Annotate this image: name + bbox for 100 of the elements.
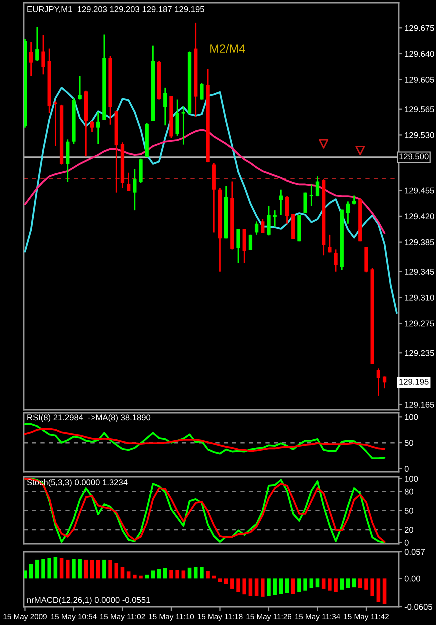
bar [304, 578, 308, 591]
bar [84, 560, 88, 579]
bar [72, 559, 76, 579]
y-tick-label: 129.310 [405, 294, 434, 301]
bar [236, 578, 240, 592]
candlestick [42, 34, 46, 76]
bar [224, 578, 228, 584]
candlestick [261, 218, 265, 234]
bar [120, 567, 125, 579]
bar [176, 570, 180, 579]
candlestick [242, 228, 246, 264]
candlestick [139, 158, 143, 184]
y-tick-label: 129.640 [405, 51, 434, 58]
candlestick [66, 138, 70, 184]
bar [285, 578, 290, 594]
candlestick [176, 99, 180, 137]
bar [194, 567, 198, 579]
bar [182, 570, 186, 579]
bar [66, 560, 70, 579]
bar [376, 578, 381, 602]
bar [145, 574, 149, 579]
chart-title: EURJPY,M1 129.203 129.203 129.187 129.195 [28, 6, 204, 14]
y-tick-label: 129.275 [405, 320, 434, 327]
bar [36, 560, 40, 579]
y-tick-label: 20 [404, 527, 414, 534]
bar [151, 570, 156, 579]
bar [316, 578, 320, 588]
bar [322, 578, 326, 589]
candlestick [182, 106, 186, 146]
line-series [24, 129, 386, 234]
y-tick-label: 0 [404, 466, 409, 472]
line-series [24, 87, 398, 314]
bar [382, 578, 387, 604]
candlestick [310, 184, 314, 207]
bar [328, 578, 332, 591]
bar [242, 578, 246, 595]
bar [188, 568, 192, 579]
bar [200, 567, 204, 579]
candlestick [90, 120, 94, 133]
candlestick [164, 87, 168, 126]
bar [206, 571, 210, 579]
bar [60, 558, 64, 579]
bar [358, 578, 362, 589]
bar [54, 557, 58, 579]
bar [126, 572, 131, 579]
candlestick [78, 75, 82, 100]
y-tick-label: 129.455 [405, 188, 434, 194]
candlestick [316, 176, 320, 198]
bar [24, 570, 28, 579]
candlestick [328, 234, 332, 254]
y-tick-label: 129.565 [405, 106, 434, 112]
y-tick-label: 0.00 [404, 576, 420, 582]
bar [114, 563, 119, 579]
y-tick-label: 129.530 [405, 132, 434, 138]
bar [370, 578, 374, 596]
y-tick-label: 100 [405, 414, 418, 420]
bar [279, 578, 284, 594]
y-tick-label: 50 [404, 508, 414, 514]
y-tick-label: 129.165 [405, 402, 434, 408]
bar [267, 578, 271, 596]
bar [364, 578, 368, 590]
bar [48, 558, 52, 579]
y-tick-label: 100 [405, 476, 418, 482]
bar [254, 578, 259, 596]
bar [78, 559, 82, 579]
candlestick [133, 168, 137, 212]
candlestick [236, 228, 240, 264]
bar [29, 564, 34, 579]
bar [102, 560, 106, 579]
candlestick [346, 201, 350, 225]
annotation: 129.195 [400, 379, 429, 385]
bar [90, 560, 94, 579]
bar [334, 578, 338, 592]
candlestick [54, 100, 58, 147]
bar [170, 570, 174, 579]
y-tick-label: 129.235 [405, 350, 434, 356]
chart-title: RSI(8) 21.2984 ->MA(8) 38.1890 [28, 414, 151, 422]
bar [164, 568, 168, 579]
y-tick-label: 0.057 [404, 549, 425, 556]
y-tick-label: 50 [404, 440, 414, 446]
bar [230, 578, 234, 589]
line-series [24, 428, 386, 452]
bar [346, 578, 350, 589]
y-tick-label: 129.385 [405, 240, 434, 246]
bar [298, 578, 302, 592]
text: nrMACD(12,26,1) 0.0000 -0.0551 [28, 597, 150, 605]
candlestick [334, 249, 338, 273]
bar [133, 574, 137, 579]
candlestick [96, 112, 100, 145]
bar [139, 576, 143, 579]
y-tick-label: 80 [404, 488, 414, 495]
candlestick [126, 172, 131, 192]
bar [42, 559, 46, 579]
y-tick-label: 129.420 [405, 214, 434, 220]
candlestick [200, 82, 204, 100]
ref-line-label: 129.500 [400, 154, 429, 160]
bar [310, 578, 314, 589]
bar [248, 578, 253, 596]
bar [340, 578, 344, 590]
bar [218, 578, 222, 582]
